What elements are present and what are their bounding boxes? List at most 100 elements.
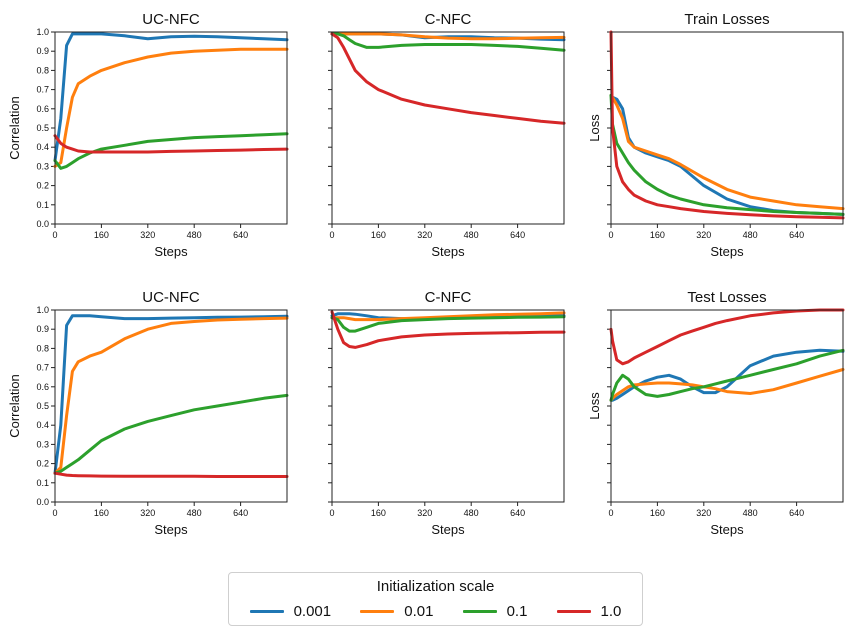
series-line-0.1 [609,348,845,402]
x-tick-label: 160 [650,230,665,240]
y-tick-label: 1.0 [36,27,49,37]
series-line-0.01 [609,93,845,211]
panel-title: UC-NFC [142,11,200,28]
series-line-0.01 [330,311,566,322]
x-tick-label: 320 [417,230,432,240]
series-line-1.0 [53,471,289,478]
x-tick-label: 160 [94,230,109,240]
x-tick-label: 0 [329,508,334,518]
series-line-0.01 [330,32,566,41]
x-tick-label: 320 [417,508,432,518]
legend-title: Initialization scale [376,578,495,595]
y-tick-label: 0.4 [36,420,49,430]
x-axis-label: Steps [431,244,465,259]
y-tick-label: 0.2 [36,181,49,191]
series-line-0.1 [53,132,289,170]
series-line-0.1 [330,315,566,333]
x-tick-label: 480 [464,508,479,518]
x-tick-label: 640 [233,508,248,518]
y-tick-label: 0.3 [36,161,49,171]
x-tick-label: 480 [187,230,202,240]
y-tick-label: 0.4 [36,142,49,152]
panel-title: C-NFC [425,289,472,306]
panel-6: Test Losses 0 160 320 480 640 Steps Loss [587,289,845,537]
y-tick-label: 0.6 [36,104,49,114]
y-axis-label: Correlation [7,374,22,438]
x-tick-label: 320 [696,508,711,518]
plot-frame [331,31,565,225]
legend-item-0.01: 0.01 [360,603,433,620]
x-tick-label: 0 [608,230,613,240]
x-tick-label: 160 [650,508,665,518]
panel-4: UC-NFC 0 160 320 480 640 0.0 0.1 0.2 0.3 0.4 0.5 0.6… [7,289,289,537]
legend-label-0.001: 0.001 [293,603,332,620]
y-tick-label: 0.0 [36,497,49,507]
series-line-1.0 [330,32,566,125]
x-axis-label: Steps [710,244,744,259]
y-tick-label: 0.7 [36,363,49,373]
panel-title: Test Losses [687,289,766,306]
plot-frame [54,309,288,503]
x-tick-label: 0 [52,230,57,240]
x-tick-label: 640 [789,230,804,240]
y-tick-label: 0.5 [36,401,49,411]
x-tick-label: 640 [510,230,525,240]
figure-canvas: UC-NFC 0 160 320 480 640 0.0 0.1 0.2 0.3 0.4 0.5 0.6… [7,11,845,537]
series-line-0.1 [53,393,289,475]
x-axis-label: Steps [710,522,744,537]
series-line-1.0 [609,308,845,366]
y-tick-label: 0.7 [36,85,49,95]
series-line-0.01 [609,368,845,402]
y-tick-label: 0.0 [36,219,49,229]
x-tick-label: 160 [371,230,386,240]
panel-2: C-NFC 0 160 320 480 640 Steps [328,11,566,259]
legend-item-0.1: 0.1 [462,603,528,620]
y-tick-label: 0.8 [36,65,49,75]
panel-title: UC-NFC [142,289,200,306]
x-tick-label: 0 [608,508,613,518]
y-tick-label: 0.9 [36,46,49,56]
legend-label-0.01: 0.01 [404,603,434,620]
y-axis-label: Loss [587,392,602,420]
series-line-0.01 [53,316,289,475]
panel-3: Train Losses 0 160 320 480 640 Steps Loss [587,11,845,259]
panel-title: Train Losses [684,11,769,28]
legend-swatch-1.0 [556,610,591,613]
series-line-1.0 [53,134,289,154]
y-axis-label: Loss [587,114,602,142]
panel-5: C-NFC 0 160 320 480 640 Steps [328,289,566,537]
x-axis-label: Steps [431,522,465,537]
y-tick-label: 0.6 [36,382,49,392]
series-line-0.001 [609,93,845,216]
legend-swatch-0.001 [249,610,284,613]
legend-swatch-0.1 [462,610,497,613]
series-line-0.001 [53,314,289,475]
panel-title: C-NFC [425,11,472,28]
y-tick-label: 0.8 [36,343,49,353]
series-line-0.1 [609,93,845,216]
x-tick-label: 480 [743,508,758,518]
legend-label-1.0: 1.0 [600,603,622,620]
series-line-0.1 [330,32,566,52]
panel-1: UC-NFC 0 160 320 480 640 0.0 0.1 0.2 0.3 0.4 0.5 0.6… [7,11,289,259]
series-line-0.001 [53,32,289,163]
plot-frame [610,309,844,503]
plot-frame [331,309,565,503]
y-tick-label: 0.9 [36,324,49,334]
x-tick-label: 160 [371,508,386,518]
legend-label-0.1: 0.1 [506,603,528,620]
legend-item-0.001: 0.001 [249,603,332,620]
x-tick-label: 480 [187,508,202,518]
x-tick-label: 320 [140,230,155,240]
x-tick-label: 640 [233,230,248,240]
series-line-0.001 [609,348,845,402]
y-tick-label: 1.0 [36,305,49,315]
x-axis-label: Steps [154,244,188,259]
legend: Initialization scale 0.001 0.01 0.1 1.0 [228,572,643,626]
y-tick-label: 0.3 [36,439,49,449]
series-line-1.0 [609,30,845,220]
x-tick-label: 320 [696,230,711,240]
y-axis-label: Correlation [7,96,22,160]
x-tick-label: 0 [52,508,57,518]
series-line-1.0 [330,310,566,349]
